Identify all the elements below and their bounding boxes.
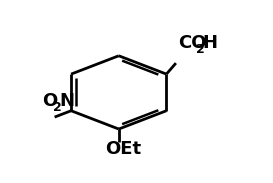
Text: CO: CO: [178, 34, 206, 52]
Text: 2: 2: [196, 43, 205, 56]
Text: OEt: OEt: [105, 140, 141, 158]
Text: H: H: [202, 34, 217, 52]
Text: N: N: [59, 92, 74, 110]
Text: O: O: [43, 92, 58, 110]
Text: 2: 2: [53, 101, 61, 114]
